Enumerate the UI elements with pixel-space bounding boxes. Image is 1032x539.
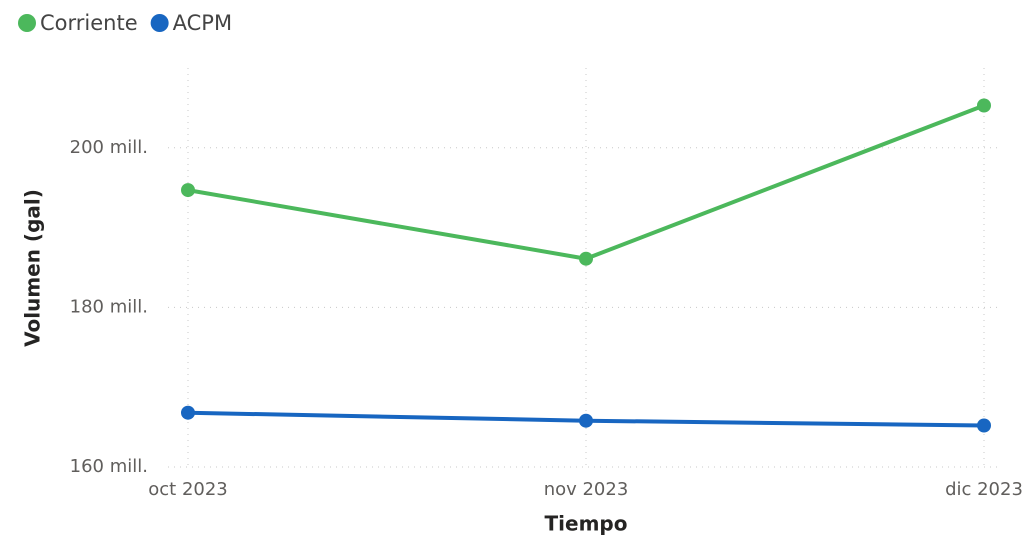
point bbox=[181, 183, 195, 198]
y-axis-title: Volumen (gal) bbox=[21, 189, 45, 347]
legend-label: ACPM bbox=[173, 11, 232, 35]
x-tick-label: nov 2023 bbox=[544, 479, 629, 500]
point bbox=[181, 405, 195, 420]
legend-marker bbox=[150, 14, 169, 32]
point bbox=[977, 418, 991, 433]
legend-label: Corriente bbox=[40, 11, 138, 35]
point bbox=[977, 98, 991, 113]
legend-marker bbox=[18, 14, 36, 32]
y-tick-label: 180 mill. bbox=[70, 296, 148, 317]
point bbox=[579, 413, 593, 428]
x-axis-title: Tiempo bbox=[545, 512, 628, 536]
point bbox=[579, 251, 593, 266]
y-tick-label: 160 mill. bbox=[70, 456, 148, 477]
x-tick-label: dic 2023 bbox=[945, 479, 1023, 500]
x-tick-label: oct 2023 bbox=[148, 479, 228, 500]
y-tick-label: 200 mill. bbox=[70, 137, 148, 158]
